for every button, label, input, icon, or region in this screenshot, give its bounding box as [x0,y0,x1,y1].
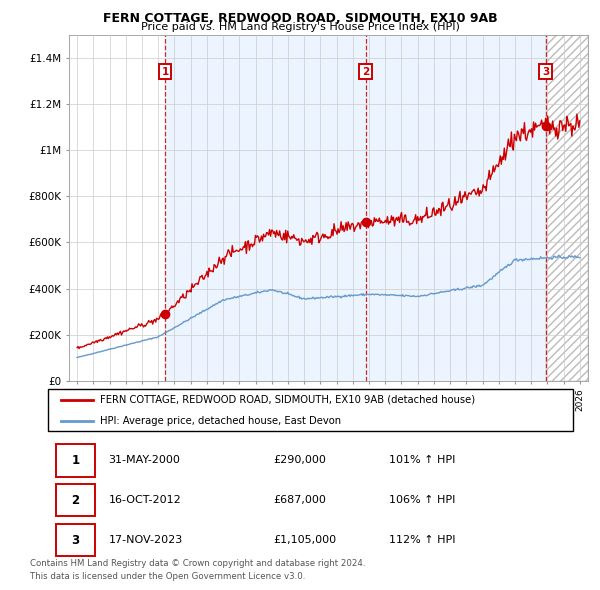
Text: 2: 2 [71,494,79,507]
Text: 17-NOV-2023: 17-NOV-2023 [109,535,182,545]
Text: 1: 1 [71,454,79,467]
Text: £1,105,000: £1,105,000 [274,535,337,545]
Text: 3: 3 [71,533,79,546]
Text: 106% ↑ HPI: 106% ↑ HPI [389,495,455,505]
Text: 2: 2 [362,67,369,77]
Text: £290,000: £290,000 [274,455,326,465]
Text: 31-MAY-2000: 31-MAY-2000 [109,455,180,465]
FancyBboxPatch shape [56,444,95,477]
Bar [165,35,545,381]
FancyBboxPatch shape [48,388,573,431]
Text: Price paid vs. HM Land Registry's House Price Index (HPI): Price paid vs. HM Land Registry's House … [140,22,460,32]
Text: 16-OCT-2012: 16-OCT-2012 [109,495,181,505]
FancyBboxPatch shape [56,484,95,516]
Text: HPI: Average price, detached house, East Devon: HPI: Average price, detached house, East… [101,416,341,426]
Text: 3: 3 [542,67,549,77]
Text: Contains HM Land Registry data © Crown copyright and database right 2024.: Contains HM Land Registry data © Crown c… [30,559,365,568]
Bar [545,35,588,381]
FancyBboxPatch shape [56,524,95,556]
Bar [545,35,588,381]
Text: FERN COTTAGE, REDWOOD ROAD, SIDMOUTH, EX10 9AB (detached house): FERN COTTAGE, REDWOOD ROAD, SIDMOUTH, EX… [101,395,476,405]
Text: 1: 1 [161,67,169,77]
Text: £687,000: £687,000 [274,495,326,505]
Text: 112% ↑ HPI: 112% ↑ HPI [389,535,456,545]
Text: This data is licensed under the Open Government Licence v3.0.: This data is licensed under the Open Gov… [30,572,305,581]
Text: 101% ↑ HPI: 101% ↑ HPI [389,455,455,465]
Text: FERN COTTAGE, REDWOOD ROAD, SIDMOUTH, EX10 9AB: FERN COTTAGE, REDWOOD ROAD, SIDMOUTH, EX… [103,12,497,25]
